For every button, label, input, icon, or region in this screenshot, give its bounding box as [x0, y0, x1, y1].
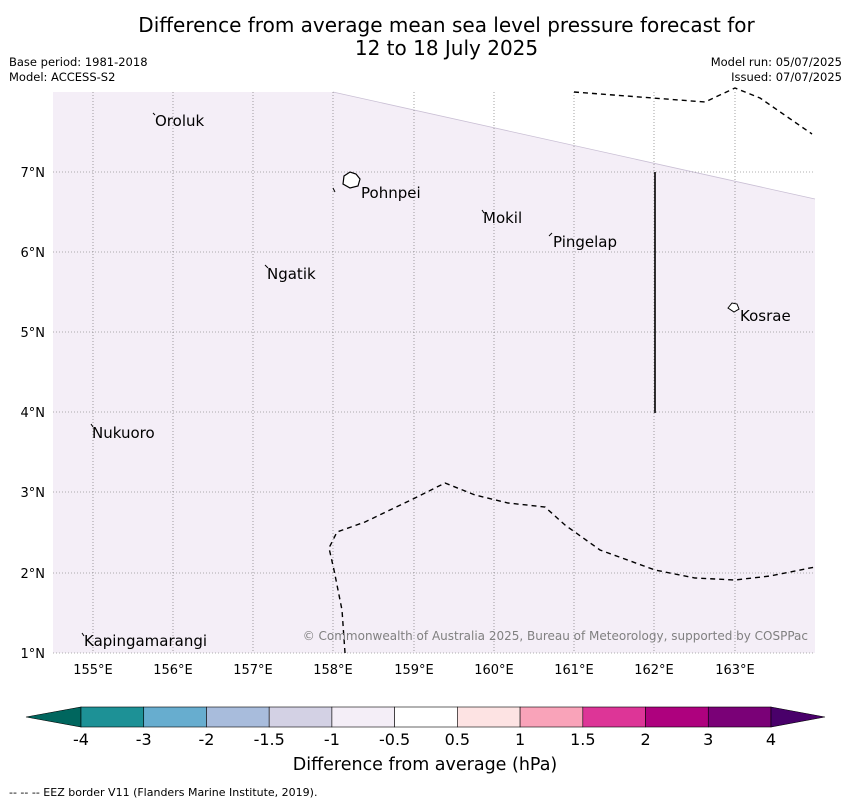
colorbar-bin	[394, 706, 458, 728]
colorbar-label: Difference from average (hPa)	[292, 755, 558, 775]
lat-label: 2°N	[21, 567, 46, 582]
colorbar-bin	[519, 706, 584, 728]
colorbar-bin	[80, 706, 145, 728]
meta-right: Model run: 05/07/2025 Issued: 07/07/2025	[711, 55, 842, 85]
model-run: Model run: 05/07/2025	[710, 55, 842, 69]
colorbar-tick-label: -1	[324, 730, 340, 749]
pohnpei-island	[342, 171, 361, 189]
place-label-ngatik: Ngatik	[267, 265, 316, 283]
lon-label: 163°E	[715, 663, 755, 678]
place-label-pingelap: Pingelap	[553, 233, 617, 251]
colorbar-over-arrow	[770, 706, 826, 728]
issued-date: Issued: 07/07/2025	[731, 70, 842, 84]
lon-label: 158°E	[313, 663, 353, 678]
place-label-kosrae: Kosrae	[740, 307, 791, 325]
colorbar-tick-label: 1	[515, 730, 525, 749]
lat-label: 7°N	[21, 166, 46, 181]
lat-label: 6°N	[21, 246, 46, 261]
colorbar-tick-label: -3	[136, 730, 152, 749]
lon-label: 160°E	[474, 663, 514, 678]
place-label-oroluk: Oroluk	[155, 112, 204, 130]
lon-label: 159°E	[394, 663, 434, 678]
colorbar: -4 -3 -2 -1.5 -1 -0.5 0.5 1 1.5 2 3 4	[25, 706, 826, 749]
title-line-1: Difference from average mean sea level p…	[138, 13, 755, 37]
colorbar-tick-label: 1.5	[570, 730, 595, 749]
copyright-notice: © Commonwealth of Australia 2025, Bureau…	[303, 629, 808, 643]
colorbar-bin	[143, 706, 207, 728]
colorbar-tick-label: -2	[198, 730, 214, 749]
model-name: Model: ACCESS-S2	[9, 70, 116, 84]
place-label-mokil: Mokil	[483, 209, 522, 227]
base-period: Base period: 1981-2018	[9, 55, 148, 69]
place-labels: Oroluk Pohnpei Mokil Pingelap Ngatik Kos…	[84, 112, 791, 650]
title-line-2: 12 to 18 July 2025	[354, 36, 539, 60]
colorbar-bin	[645, 706, 709, 728]
shaded-area-edge	[332, 91, 816, 200]
colorbar-tick-label: 2	[640, 730, 650, 749]
map-title: Difference from average mean sea level p…	[0, 14, 850, 60]
colorbar-bin	[206, 706, 270, 728]
eez-border-south	[328, 482, 816, 654]
colorbar-tick-label: 0.5	[445, 730, 470, 749]
lat-label: 5°N	[21, 326, 46, 341]
lon-axis: 155°E 156°E 157°E 158°E 159°E 160°E 161°…	[73, 663, 755, 678]
lon-label: 155°E	[73, 663, 113, 678]
lat-axis: 7°N 6°N 5°N 4°N 3°N 2°N 1°N	[21, 166, 46, 662]
colorbar-tick-label: -0.5	[379, 730, 410, 749]
atoll-marks	[81, 112, 553, 637]
colorbar-tick-label: -4	[73, 730, 89, 749]
colorbar-bin	[707, 706, 772, 728]
place-label-kapingamarangi: Kapingamarangi	[84, 632, 207, 650]
kosrae-island	[727, 302, 740, 313]
colorbar-bin	[331, 706, 395, 728]
place-label-nukuoro: Nukuoro	[92, 424, 155, 442]
lon-label: 156°E	[153, 663, 193, 678]
lat-label: 3°N	[21, 486, 46, 501]
colorbar-bin	[582, 706, 646, 728]
lon-label: 157°E	[233, 663, 273, 678]
colorbar-ticks: -4 -3 -2 -1.5 -1 -0.5 0.5 1 1.5 2 3 4	[73, 730, 776, 749]
lat-label: 4°N	[21, 406, 46, 421]
colorbar-bins	[80, 706, 772, 728]
lon-label: 162°E	[634, 663, 674, 678]
colorbar-tick-label: 3	[703, 730, 713, 749]
colorbar-tick-label: -1.5	[254, 730, 285, 749]
lat-label: 1°N	[21, 647, 46, 662]
place-label-pohnpei: Pohnpei	[361, 184, 421, 202]
lon-label: 161°E	[554, 663, 594, 678]
eez-footnote: -- -- -- EEZ border V11 (Flanders Marine…	[9, 786, 318, 799]
gridlines	[53, 92, 815, 654]
anomaly-shaded-area	[53, 92, 815, 653]
colorbar-under-arrow	[25, 706, 82, 728]
colorbar-bin	[268, 706, 333, 728]
colorbar-tick-label: 4	[766, 730, 776, 749]
eez-borders	[328, 87, 816, 654]
colorbar-bin	[457, 706, 521, 728]
meta-left: Base period: 1981-2018 Model: ACCESS-S2	[9, 55, 148, 85]
eez-border-north	[573, 87, 813, 135]
